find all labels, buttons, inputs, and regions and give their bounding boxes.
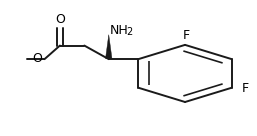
Text: O: O <box>33 52 42 65</box>
Text: 2: 2 <box>126 27 132 37</box>
Text: F: F <box>183 29 190 42</box>
Text: O: O <box>55 13 65 26</box>
Text: F: F <box>242 82 249 95</box>
Text: NH: NH <box>110 24 129 37</box>
Polygon shape <box>106 35 112 58</box>
